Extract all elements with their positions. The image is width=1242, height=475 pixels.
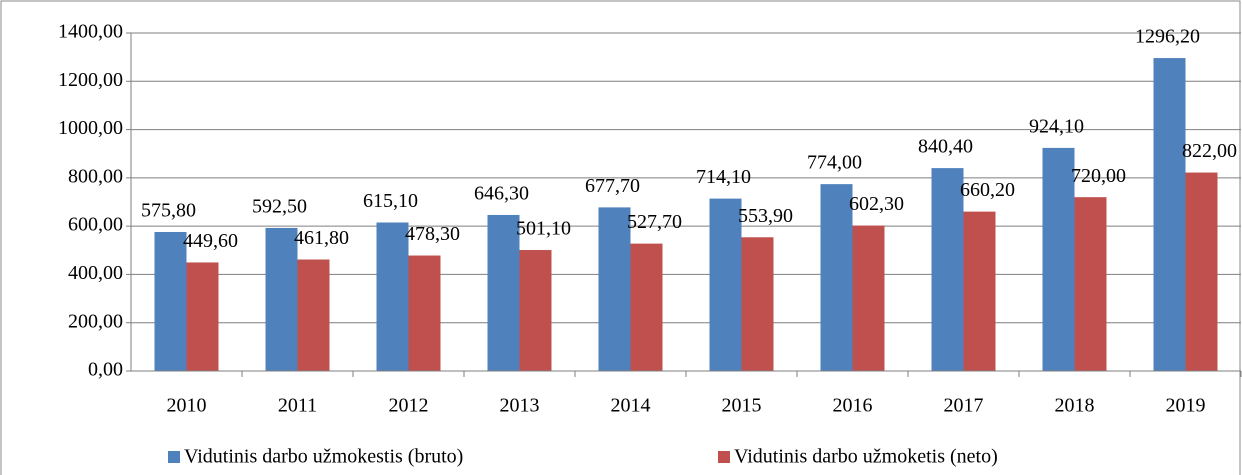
y-tick-label: 400,00 <box>68 262 123 284</box>
data-label: 592,50 <box>252 196 307 218</box>
bar <box>519 250 552 371</box>
bar <box>709 198 742 371</box>
x-tick-label: 2016 <box>833 395 873 417</box>
data-label: 461,80 <box>294 227 349 249</box>
data-label: 840,40 <box>918 136 973 158</box>
x-tick-label: 2018 <box>1055 395 1095 417</box>
data-label: 553,90 <box>738 205 793 227</box>
data-label: 822,00 <box>1182 140 1237 162</box>
bar <box>963 211 996 371</box>
x-tick-label: 2011 <box>278 395 317 417</box>
data-label: 527,70 <box>627 211 682 233</box>
bar <box>376 222 409 371</box>
data-label: 924,10 <box>1029 115 1084 137</box>
legend-swatch <box>168 451 180 463</box>
data-label: 501,10 <box>516 218 571 240</box>
y-tick-label: 1200,00 <box>58 69 123 91</box>
bar <box>820 184 853 371</box>
bar <box>1042 147 1075 371</box>
data-label: 575,80 <box>141 200 196 222</box>
legend-swatch <box>718 451 730 463</box>
data-label: 1296,20 <box>1135 26 1200 48</box>
bar <box>154 231 187 371</box>
bar <box>1074 197 1107 371</box>
x-tick-label: 2012 <box>389 395 429 417</box>
data-label: 720,00 <box>1071 165 1126 187</box>
y-tick-label: 1000,00 <box>58 117 123 139</box>
data-label: 478,30 <box>405 223 460 245</box>
y-tick-label: 600,00 <box>68 214 123 236</box>
x-tick-label: 2019 <box>1166 395 1206 417</box>
x-tick-label: 2015 <box>722 395 762 417</box>
data-label: 449,60 <box>183 230 238 252</box>
data-label: 646,30 <box>474 183 529 205</box>
bar <box>598 207 631 371</box>
data-label: 615,10 <box>363 190 418 212</box>
bar <box>487 214 520 371</box>
bar <box>408 255 441 371</box>
y-tick-label: 0,00 <box>88 359 123 381</box>
data-label: 677,70 <box>585 175 640 197</box>
legend-label: Vidutinis darbo užmoketis (neto) <box>734 446 998 468</box>
bar <box>852 225 885 371</box>
bar <box>1153 58 1186 371</box>
x-tick-label: 2010 <box>167 395 207 417</box>
y-tick-label: 800,00 <box>68 165 123 187</box>
bar <box>265 227 298 371</box>
x-tick-label: 2014 <box>611 395 651 417</box>
data-label: 602,30 <box>849 193 904 215</box>
bar <box>1185 172 1218 371</box>
x-tick-label: 2013 <box>500 395 540 417</box>
y-tick-label: 1400,00 <box>58 21 123 43</box>
legend-label: Vidutinis darbo užmokestis (bruto) <box>184 446 463 468</box>
data-label: 660,20 <box>960 179 1015 201</box>
x-tick-label: 2017 <box>944 395 984 417</box>
data-label: 714,10 <box>696 166 751 188</box>
bar <box>297 259 330 371</box>
bar <box>931 168 964 371</box>
bar <box>186 262 219 371</box>
y-tick-label: 200,00 <box>68 310 123 332</box>
bar <box>741 237 774 371</box>
data-label: 774,00 <box>807 152 862 174</box>
bar <box>630 243 663 371</box>
